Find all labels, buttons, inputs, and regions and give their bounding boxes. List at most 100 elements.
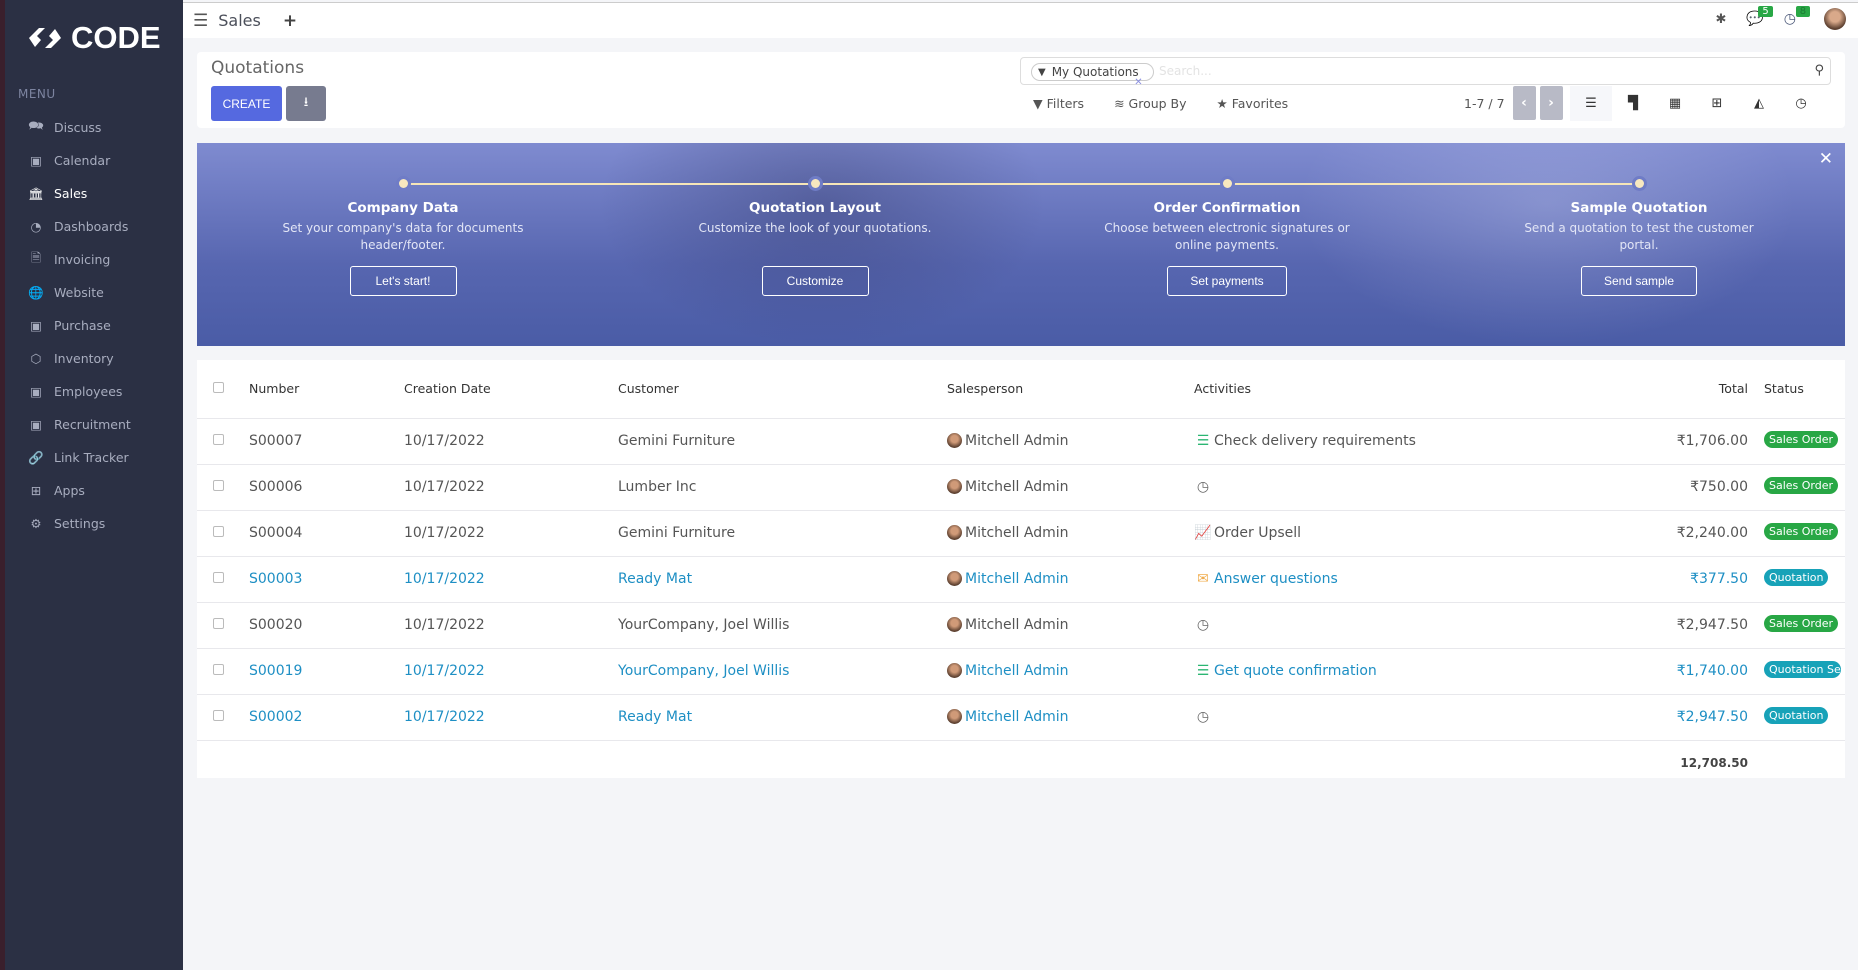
banner-photo [597,143,1047,346]
pager-previous-button[interactable]: ‹ [1512,86,1536,120]
row-checkbox[interactable] [213,572,224,583]
table-row[interactable]: S00007 10/17/2022 Gemini Furniture Mitch… [197,417,1845,464]
sidebar-item-apps[interactable]: ⊞ Apps [5,474,183,507]
sidebar-item-website[interactable]: 🌐 Website [5,276,183,309]
column-header-status[interactable]: Status [1764,381,1804,397]
close-banner-icon[interactable]: ✕ [1818,149,1833,169]
activity-view-button[interactable]: ◷ [1795,96,1807,111]
step-button[interactable]: Let's start! [349,266,457,296]
column-header-total[interactable]: Total [1718,381,1748,397]
chart-line-icon[interactable]: 📈 [1194,525,1212,541]
salesperson: Mitchell Admin [965,571,1069,587]
salesperson-avatar [947,433,962,448]
salesperson: Mitchell Admin [965,433,1069,449]
sidebar-item-purchase[interactable]: ▣ Purchase [5,309,183,342]
download-icon: ⭳ [303,93,309,109]
favorites-button[interactable]: ★ Favorites [1216,96,1289,111]
step-description: Send a quotation to test the customer po… [1524,221,1754,252]
sidebar-item-employees[interactable]: ▣ Employees [5,375,183,408]
row-checkbox[interactable] [213,434,224,445]
column-header-salesperson[interactable]: Salesperson [947,381,1024,397]
envelope-icon[interactable]: ✉ [1197,571,1209,587]
sidebar-item-settings[interactable]: ⚙ Settings [5,507,183,540]
row-checkbox[interactable] [213,664,224,675]
filters-button[interactable]: ▼ Filters [1033,96,1085,111]
clock-icon[interactable]: ◷ [1196,709,1210,725]
download-button[interactable]: ⭳ [286,86,326,121]
pager-value[interactable]: 1-7 / 7 [1464,95,1505,111]
table-row[interactable]: S00002 10/17/2022 Ready Mat Mitchell Adm… [197,693,1845,740]
creation-date: 10/17/2022 [404,555,618,602]
search-icon[interactable]: ⚲ [1814,63,1824,78]
messages-button[interactable]: 💬 5 [1746,6,1773,27]
filter-icon: ▼ [1038,66,1046,78]
step-button[interactable]: Customize [761,266,869,296]
sidebar-item-calendar[interactable]: ▣ Calendar [5,144,183,177]
graph-view-button[interactable]: ◭ [1754,96,1764,111]
column-header-number[interactable]: Number [249,381,300,397]
kanban-view-button[interactable]: ▜ [1628,96,1638,111]
table-row[interactable]: S00004 10/17/2022 Gemini Furniture Mitch… [197,509,1845,556]
sidebar-item-link-tracker[interactable]: 🔗 Link Tracker [5,441,183,474]
new-tab-button[interactable]: + [282,10,298,31]
table-row[interactable]: S00003 10/17/2022 Ready Mat Mitchell Adm… [197,555,1845,602]
clock-icon[interactable]: ◷ [1196,617,1210,633]
column-header-customer[interactable]: Customer [618,381,679,397]
todo-list-icon[interactable]: ☰ [1196,433,1210,449]
box-icon: ⬡ [30,351,42,366]
sidebar-item-label: Link Tracker [54,450,129,465]
sidebar-item-inventory[interactable]: ⬡ Inventory [5,342,183,375]
clock-icon[interactable]: ◷ [1196,479,1210,495]
table-row[interactable]: S00020 10/17/2022 YourCompany, Joel Will… [197,601,1845,648]
current-app-title: Sales [218,11,261,30]
menu-toggle-icon[interactable]: ☰ [193,10,209,31]
sidebar-item-dashboards[interactable]: ◔ Dashboards [5,210,183,243]
sidebar-item-label: Settings [54,516,106,531]
calendar-view-button[interactable]: ▦ [1668,96,1682,111]
step-button[interactable]: Send sample [1580,266,1698,296]
table-row[interactable]: S00019 10/17/2022 YourCompany, Joel Will… [197,647,1845,694]
sidebar-item-sales[interactable]: 🏛 Sales [5,177,183,210]
search-bar[interactable]: ▼ My Quotations ✕ Search... ⚲ [1020,57,1831,88]
sidebar-item-invoicing[interactable]: 🗎 Invoicing [5,243,183,276]
app-thumbnail-icon: ▣ [30,384,42,399]
pager-next-button[interactable]: › [1539,86,1563,120]
row-checkbox[interactable] [213,526,224,537]
app-thumbnail-icon: ▣ [30,318,42,333]
customer: Lumber Inc [618,463,947,510]
column-header-creation-date[interactable]: Creation Date [404,381,491,397]
order-total: ₹377.50 [1494,555,1764,602]
status-badge: Quotation [1764,568,1829,586]
table-row[interactable]: S00006 10/17/2022 Lumber Inc Mitchell Ad… [197,463,1845,510]
order-total: ₹1,740.00 [1494,647,1764,694]
group-by-button[interactable]: ≋ Group By [1114,96,1187,111]
sidebar-item-label: Purchase [54,318,111,333]
select-all-checkbox[interactable] [213,382,224,394]
sidebar-item-discuss[interactable]: 🗪 Discuss [5,111,183,144]
control-panel: Quotations CREATE ⭳ ▼ My Quotations ✕ Sear… [197,52,1845,128]
pivot-view-button[interactable]: ⊞ [1711,96,1723,111]
order-total: ₹750.00 [1494,463,1764,510]
user-avatar[interactable] [1824,8,1846,30]
status-badge: Sales Order [1764,522,1839,540]
debug-bug-icon[interactable]: ✱ [1715,11,1727,27]
todo-list-icon[interactable]: ☰ [1196,663,1210,679]
salesperson-avatar [947,479,962,494]
create-button[interactable]: CREATE [211,86,282,121]
code-logo-icon [29,28,61,48]
search-input[interactable]: Search... [1159,64,1212,78]
sidebar-item-recruitment[interactable]: ▣ Recruitment [5,408,183,441]
step-title: Quotation Layout [748,200,882,216]
step-button[interactable]: Set payments [1167,266,1287,296]
activities-button[interactable]: ◷ 8 [1784,6,1811,27]
order-total: ₹1,706.00 [1494,417,1764,464]
list-view-button[interactable]: ☰ [1570,86,1612,121]
row-checkbox[interactable] [213,618,224,629]
order-total: ₹2,947.50 [1494,693,1764,740]
row-checkbox[interactable] [213,480,224,491]
column-header-activities[interactable]: Activities [1194,381,1252,397]
remove-facet-icon[interactable]: ✕ [1134,77,1143,88]
filters-label: Filters [1046,96,1085,111]
brand-logo[interactable]: CODE [27,20,161,56]
row-checkbox[interactable] [213,710,224,721]
